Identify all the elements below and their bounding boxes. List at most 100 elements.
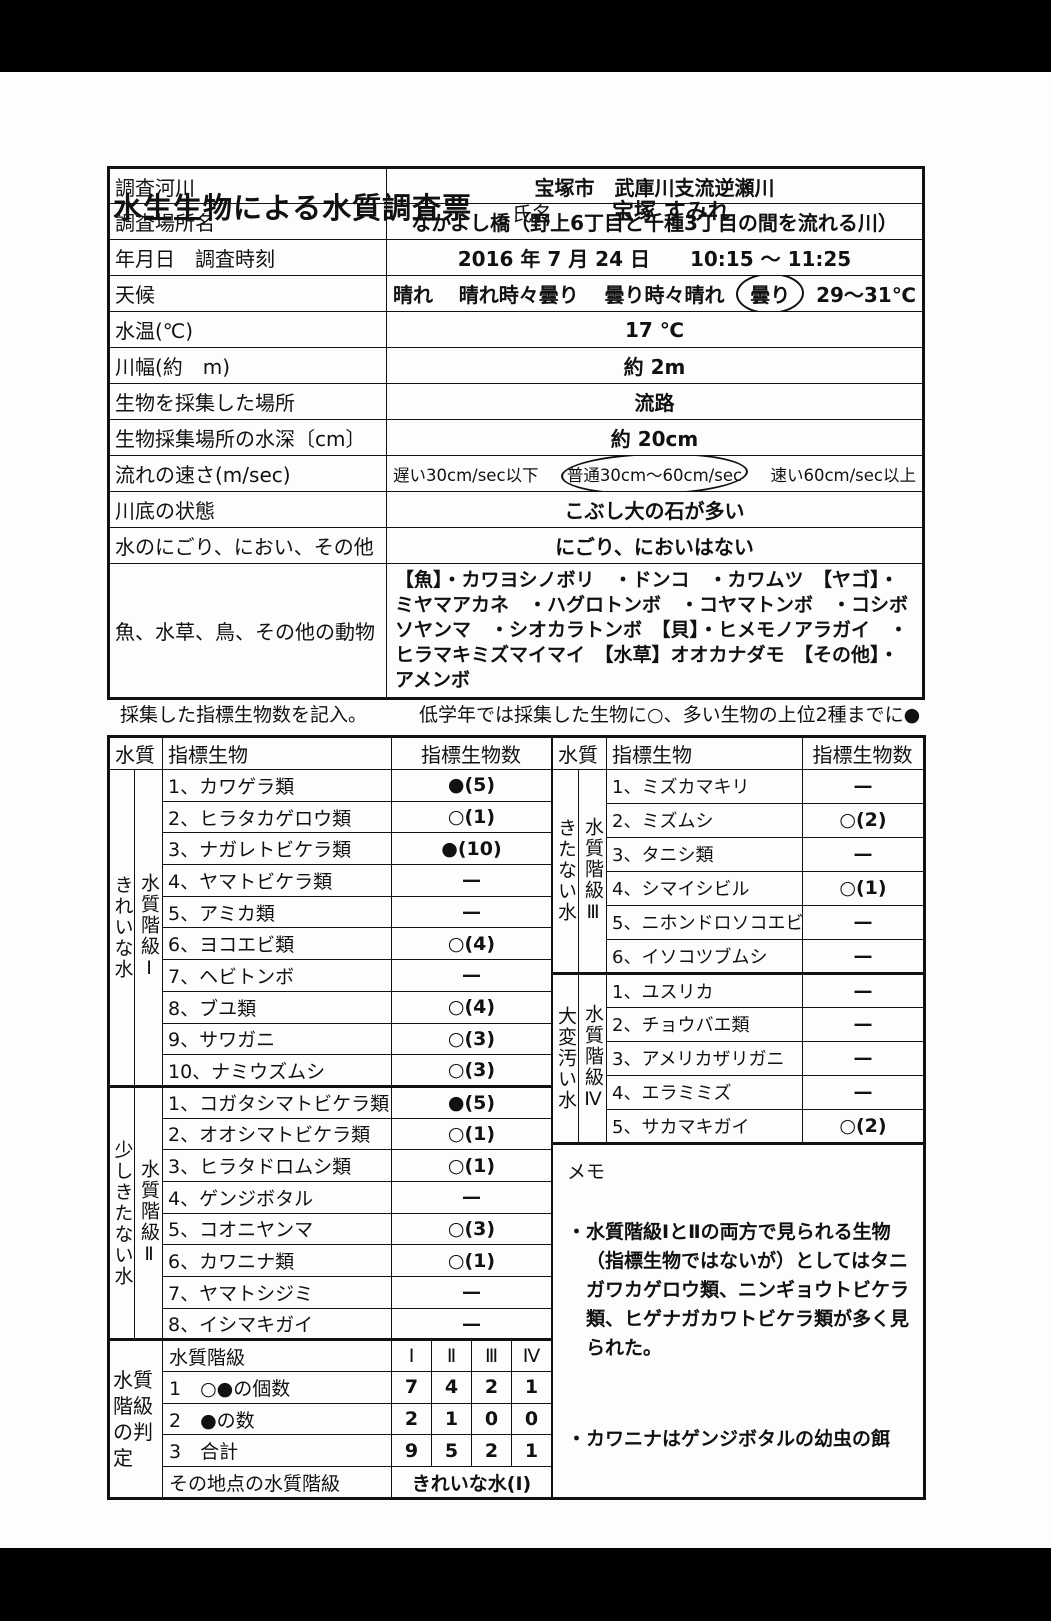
indicator-table-right: 水質 指標生物 指標生物数 きたない水 水質階級Ⅲ 1、ミズカマキリ —2、ミズムシ ○… [552,735,926,1500]
species-row: 大変汚い水 水質階級Ⅳ 1、ユスリカ — [552,971,925,1144]
species-name: 8、ブユ類 [162,990,392,1024]
info-row: 魚、水草、鳥、その他の動物 【魚】・カワヨシノボリ ・ドンコ ・カワムツ 【ヤゴ】… [108,563,924,699]
option-text: 29～31℃ [816,283,916,307]
species-row: 少しきたない水 水質階級Ⅱ 1、コガタシマトビケラ類 ●(5) [108,1084,552,1341]
species-name: 6、ヨコエビ類 [162,927,392,961]
species-count: — [391,864,552,897]
info-row: 水のにごり、におい、その他 にごり、においはない [108,527,924,564]
info-value: こぶし大の石が多い [386,491,924,528]
survey-form-page: 水生生物による水質調査票 氏名 宝塚 すみれ 調査河川 宝塚市 武庫川支流逆瀬川調… [0,72,1051,1548]
species-name: 3、ナガレトビケラ類 [162,832,392,866]
indicator-header-row: 水質 指標生物 指標生物数 [552,736,925,770]
species-row: 2、オオシマトビケラ類 ○(1) [109,1117,552,1151]
species-row: 8、ブユ類 ○(4) [109,990,552,1024]
species-count: — [802,1040,925,1076]
species-name: 6、イソコツブムシ [606,938,803,974]
species-row: きたない水 水質階級Ⅲ 1、ミズカマキリ — [552,769,925,974]
judgment-value: 9 [391,1434,432,1468]
species-name: 10、ナミウズムシ [162,1054,392,1087]
info-label: 調査場所名 [108,203,387,240]
species-count: — [391,1276,552,1309]
memo-cell: メモ ・水質階級ⅠとⅡの両方で見られる生物（指標生物ではないが）としてはタニガワ… [552,1141,925,1500]
info-value: なかよし橋（野上6丁目と千種3丁目の間を流れる川） [386,203,924,240]
species-count: — [391,959,552,992]
species-count: ○(1) [391,1244,552,1277]
caption-marking-rule: 低学年では採集した生物に○、多い生物の上位2種までに● [419,704,921,726]
species-row: 10、ナミウズムシ ○(3) [109,1054,552,1087]
survey-info-table: 調査河川 宝塚市 武庫川支流逆瀬川 調査場所名 なかよし橋（野上6丁目と千種3丁目の間… [107,166,925,700]
option-text: 速い60cm/sec以上 [770,465,916,485]
species-count: — [802,938,925,974]
memo-bullets: ・水質階級ⅠとⅡの両方で見られる生物（指標生物ではないが）としてはタニガワカゲロ… [567,1218,909,1454]
species-count: — [802,836,925,872]
species-name: 5、サカマキガイ [606,1108,803,1144]
info-label: 生物を採集した場所 [108,383,387,420]
judgment-class-column: Ⅲ [471,1338,512,1373]
judgment-value: 2 [391,1402,432,1436]
judgment-value: 5 [431,1434,472,1468]
quality-group-label: 大変汚い水 [552,971,579,1144]
col-header-quality: 水質 [552,736,607,770]
info-value: 【魚】・カワヨシノボリ ・ドンコ ・カワムツ 【ヤゴ】・ミヤマアカネ ・ハグロト… [386,563,924,699]
info-label: 水温(℃) [108,311,387,348]
info-value: 17 ℃ [386,311,924,348]
species-row: 3、タニシ類 — [553,836,925,872]
species-row: 3、ヒラタドロムシ類 ○(1) [109,1149,552,1182]
species-count: ○(3) [391,1054,552,1087]
info-value: 宝塚市 武庫川支流逆瀬川 [386,167,924,204]
info-row: 川幅(約 m) 約 2m [108,347,924,384]
quality-group-label: きれいな水 [108,769,135,1087]
judgment-class-header: 水質階級 [162,1338,392,1373]
info-row: 川底の状態 こぶし大の石が多い [108,491,924,528]
info-value: 流路 [386,383,924,420]
judgment-row: 1 ○●の個数 7 4 2 1 [109,1371,552,1404]
info-label: 魚、水草、鳥、その他の動物 [108,563,387,699]
quality-group-label: きたない水 [552,769,579,974]
judgment-value: 4 [431,1371,472,1404]
info-row: 年月日 調査時刻 2016 年 7 月 24 日 10:15 ～ 11:25 [108,239,924,276]
species-name: 2、チョウバエ類 [606,1006,803,1042]
judgment-value: 2 [471,1371,512,1404]
species-row: 5、サカマキガイ ○(2) [553,1108,925,1144]
info-label: 水のにごり、におい、その他 [108,527,387,564]
species-count: — [802,1006,925,1042]
species-count: — [802,769,925,804]
info-row: 水温(℃) 17 ℃ [108,311,924,348]
species-name: 4、シマイシビル [606,870,803,906]
species-row: 7、ヘビトンボ — [109,959,552,992]
option-text: 晴れ [393,283,433,307]
species-name: 4、ゲンジボタル [162,1180,392,1214]
info-value: 晴れ 晴れ時々曇り 曇り時々晴れ 曇り 29～31℃ [386,275,924,312]
judgment-value: 1 [431,1402,472,1436]
col-header-species: 指標生物 [162,736,392,770]
site-class-label: その地点の水質階級 [162,1466,392,1499]
quality-class-label: 水質階級Ⅲ [578,769,607,974]
judgment-row: 3 合計 9 5 2 1 [109,1434,552,1468]
info-label: 年月日 調査時刻 [108,239,387,276]
species-name: 1、コガタシマトビケラ類 [162,1084,392,1119]
judgment-side-label: 水質階級の判定 [108,1338,163,1499]
judgment-value: 1 [511,1371,552,1404]
judgment-row-label: 3 合計 [162,1434,392,1468]
species-row: きれいな水 水質階級Ⅰ 1、カワゲラ類 ●(5) [108,769,552,1087]
indicator-table-left: 水質 指標生物 指標生物数 きれいな水 水質階級Ⅰ 1、カワゲラ類 ●(5) 2、ヒラタ… [107,735,552,1500]
species-count: — [802,971,925,1008]
species-row: 6、イソコツブムシ — [553,938,925,974]
quality-class-label: 水質階級Ⅱ [134,1084,163,1341]
judgment-value: 2 [471,1434,512,1468]
judgment-row: 2 ●の数 2 1 0 0 [109,1402,552,1436]
species-count: ○(3) [391,1212,552,1246]
species-count: ○(2) [802,1108,925,1144]
info-row: 生物を採集した場所 流路 [108,383,924,420]
species-name: 9、サワガニ [162,1022,392,1056]
col-header-count: 指標生物数 [802,736,925,770]
info-value: 約 2m [386,347,924,384]
species-name: 5、コオニヤンマ [162,1212,392,1246]
info-row: 流れの速さ(m/sec) 遅い30cm/sec以下 普通30cm～60cm/sec 速… [108,455,924,492]
species-row: 2、ミズムシ ○(2) [553,802,925,838]
memo-row: メモ ・水質階級ⅠとⅡの両方で見られる生物（指標生物ではないが）としてはタニガワ… [552,1141,925,1500]
quality-class-label: 水質階級Ⅳ [578,971,607,1144]
species-name: 5、ニホンドロソコエビ [606,904,803,940]
quality-group-label: 少しきたない水 [108,1084,135,1341]
species-name: 3、ヒラタドロムシ類 [162,1149,392,1182]
